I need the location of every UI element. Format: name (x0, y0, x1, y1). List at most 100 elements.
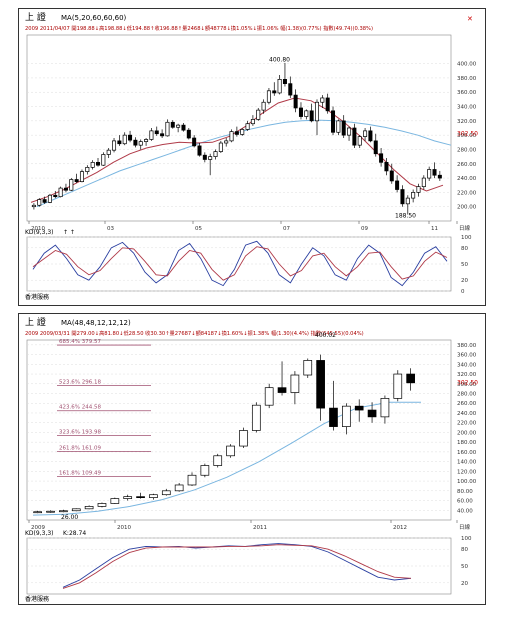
candle (298, 107, 303, 117)
candle (202, 154, 207, 160)
y-tick-label: 380.00 (457, 76, 477, 82)
x-tick-label: 09 (361, 226, 368, 232)
candle (46, 510, 55, 513)
kd-y-tick-label: 50 (461, 262, 468, 268)
chart-panel-top: 上 證 MA(5,20,60,60,60) 2009 2011/04/07 開1… (18, 8, 486, 306)
price-grid-2 (26, 339, 452, 521)
price-grid (26, 34, 452, 222)
y-tick-label: 280.00 (457, 392, 477, 398)
low-label: 188.50 (395, 212, 416, 219)
plot-frame (26, 339, 452, 521)
candle (74, 179, 79, 183)
plot-frame (26, 34, 452, 222)
candle (277, 79, 282, 94)
y-tick-label: 40.00 (457, 508, 473, 514)
candle (336, 120, 341, 133)
y-tick-label: 380.00 (457, 343, 477, 349)
info-line: 2009 2011/04/07 開198.88↓高198.88↓低194.88↑… (25, 24, 373, 32)
y-tick-label: 180.00 (457, 440, 477, 446)
x-tick-label-2: 2009 (31, 525, 45, 531)
candle (437, 174, 442, 179)
candle (379, 153, 384, 163)
candle (192, 137, 197, 147)
candle (110, 498, 120, 504)
candle (97, 503, 107, 507)
candle (200, 465, 210, 476)
kd-indicator-bottom: KD(9,3,3) K:28.74 100 80 50 20 香港服務 (25, 530, 472, 603)
candle (226, 445, 235, 457)
price-y-ticks-2: 380.00 360.00 340.00 320.00 300.00 280.00 260.… (457, 343, 477, 514)
current-price-label: 302.50 (457, 130, 478, 137)
candle (256, 109, 261, 120)
candle (325, 97, 330, 112)
chart-subtitle-2: MA(48,48,12,12,12) (61, 319, 131, 327)
candle (71, 508, 81, 512)
candle (229, 131, 234, 142)
fib-label: 323.6% 193.98 (59, 429, 101, 435)
y-tick-label: 300.00 (457, 382, 477, 388)
candle (367, 409, 377, 418)
candle (352, 127, 357, 146)
candle (59, 510, 68, 513)
x-axis-ticks: 2010 03 05 07 09 11 日線 (28, 221, 471, 232)
candle (181, 124, 186, 131)
candle (347, 127, 352, 136)
y-tick-label: 160.00 (457, 450, 477, 456)
y-tick-label: 140.00 (457, 460, 477, 466)
kd-y-tick-label-2: 50 (461, 564, 468, 570)
x-tick-label-2: 2012 (393, 525, 407, 531)
y-tick-label: 320.00 (457, 119, 477, 125)
candle (112, 140, 117, 151)
y-tick-label: 100.00 (457, 479, 477, 485)
x-tick-label: 05 (195, 226, 202, 232)
y-tick-label: 80.00 (457, 489, 473, 495)
kd-y-tick-label: 20 (461, 278, 468, 284)
candle (432, 169, 437, 176)
candle (117, 140, 122, 145)
candle (239, 430, 248, 447)
kd-y-tick-label: 80 (461, 246, 468, 252)
y-tick-label: 360.00 (457, 90, 477, 96)
moving-averages (30, 97, 452, 208)
x-tick-label: 03 (107, 226, 114, 232)
chart-subtitle: MA(5,20,60,60,60) (61, 14, 127, 22)
bottom-chart-svg: 上 證 MA(48,48,12,12,12) 2009 2009/03/31 開… (25, 316, 478, 603)
kd-k-value: K:28.74 (63, 530, 86, 537)
current-price-label-2: 302.50 (457, 380, 478, 387)
kd-y-tick-label-2: 80 (461, 547, 468, 553)
candle (123, 496, 133, 499)
candle (406, 373, 415, 384)
fib-label: 423.6% 244.58 (59, 405, 101, 411)
candle (261, 101, 266, 111)
x-tick-label-2: 2010 (117, 525, 131, 531)
y-tick-label: 280.00 (457, 147, 477, 153)
y-tick-label: 220.00 (457, 190, 477, 196)
candle (290, 374, 300, 393)
x-tick-label-2: 日線 (459, 523, 471, 531)
candle (187, 474, 197, 486)
candle (282, 79, 287, 84)
candle (174, 484, 184, 492)
candle (395, 180, 400, 190)
candle (138, 141, 143, 146)
chart-title: 上 證 (25, 11, 46, 23)
ma-line (32, 401, 421, 516)
chart-title-2: 上 證 (25, 316, 46, 328)
candle (33, 511, 43, 514)
kd-markers: ↑ ↑ (63, 229, 75, 236)
kd-y-tick-label: 100 (461, 235, 472, 241)
top-chart-svg: 上 證 MA(5,20,60,60,60) 2009 2011/04/07 開1… (25, 11, 478, 301)
candle (208, 156, 213, 160)
candle (69, 179, 74, 191)
candle (197, 145, 202, 156)
y-tick-label: 300.00 (457, 133, 477, 139)
high-label: 400.80 (269, 56, 290, 63)
fib-label: 261.8% 161.09 (59, 445, 101, 451)
candle (293, 94, 298, 109)
kd-series-2-D (62, 544, 412, 589)
candle (224, 140, 229, 144)
candle (427, 169, 432, 179)
candle (213, 455, 223, 466)
candle (218, 142, 223, 152)
candle (329, 407, 338, 427)
